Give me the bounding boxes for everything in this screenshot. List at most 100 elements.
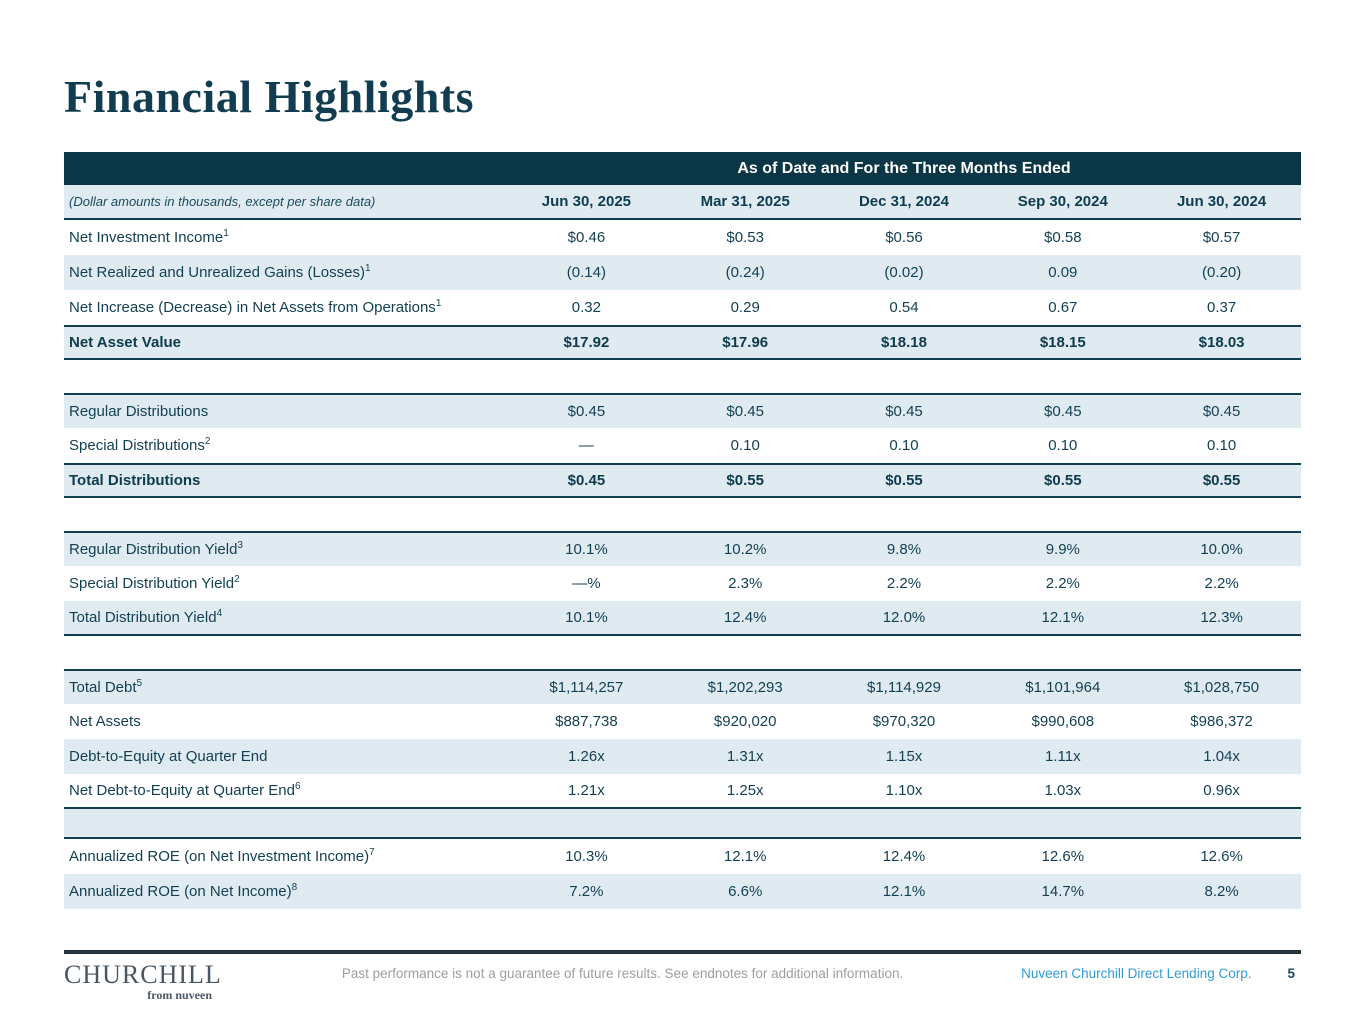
cell-value: 9.8%	[886, 541, 922, 558]
row-label: Total Distributions	[69, 472, 201, 489]
table-header-banner: As of Date and For the Three Months Ende…	[64, 152, 1301, 185]
table-section: Net Investment Income1 $0.46 $0.53 $0.56 $0.…	[64, 220, 1301, 360]
cell-value: 12.1%	[723, 848, 767, 865]
cell-value: $0.45	[885, 403, 923, 420]
cell-value: 2.2%	[1204, 575, 1239, 592]
cell-value: $0.45	[567, 403, 606, 420]
footnote-marker: 3	[237, 540, 243, 551]
table-row: Total Distribution Yield4 10.1% 12.4% 12.0%…	[64, 601, 1301, 636]
column-header: Sep 30, 2024	[1017, 193, 1108, 210]
row-label: Debt-to-Equity at Quarter End	[69, 748, 268, 765]
footer-divider	[64, 950, 1301, 954]
table-subheader-row: (Dollar amounts in thousands, except per…	[64, 185, 1301, 220]
table-row: Regular Distributions $0.45 $0.45 $0.45 $0.4…	[64, 393, 1301, 428]
cell-value: 0.10	[730, 437, 760, 454]
footer-disclaimer: Past performance is not a guarantee of f…	[341, 966, 904, 981]
table-section: Total Debt5 $1,114,257 $1,202,293 $1,114,92…	[64, 669, 1301, 909]
table-row: Net Debt-to-Equity at Quarter End6 1.21x 1…	[64, 774, 1301, 809]
cell-value: $1,202,293	[707, 679, 783, 696]
cell-value: 12.6%	[1200, 848, 1243, 865]
cell-value: 0.10	[889, 437, 919, 454]
cell-value: $0.58	[1044, 229, 1082, 246]
page-number: 5	[1287, 966, 1295, 981]
cell-value: 0.29	[730, 299, 760, 316]
cell-value: (0.24)	[725, 264, 765, 281]
row-label: Net Assets	[69, 713, 141, 730]
table-units-note: (Dollar amounts in thousands, except per…	[69, 194, 376, 209]
cell-value: 0.32	[571, 299, 601, 316]
row-label: Annualized ROE (on Net Income)8	[69, 882, 298, 901]
table-spacer-row	[64, 809, 1301, 839]
cell-value: 10.1%	[565, 609, 608, 626]
cell-value: $0.45	[726, 403, 764, 420]
cell-value: $0.45	[567, 472, 606, 489]
cell-value: $0.45	[1202, 403, 1241, 420]
footnote-marker: 2	[204, 436, 211, 447]
table-row: Debt-to-Equity at Quarter End 1.26x 1.31x 1…	[64, 739, 1301, 774]
cell-value: $887,738	[555, 713, 618, 730]
cell-value: 0.10	[1048, 437, 1078, 454]
cell-value: 12.3%	[1200, 609, 1243, 626]
page-title: Financial Highlights	[64, 71, 475, 122]
footnote-marker: 2	[234, 574, 240, 585]
cell-value: $18.18	[881, 334, 927, 351]
cell-value: 9.9%	[1045, 541, 1080, 558]
cell-value: $0.55	[1202, 472, 1241, 489]
cell-value: 1.10x	[885, 782, 923, 799]
cell-value: $17.92	[563, 334, 610, 351]
cell-value: $1,028,750	[1184, 679, 1260, 696]
logo-wordmark: CHURCHILL	[64, 960, 222, 989]
footnote-marker: 8	[291, 882, 298, 893]
table-row: Net Asset Value $17.92 $17.96 $18.18 $18.15 $…	[64, 325, 1301, 360]
footnote-marker: 7	[369, 847, 375, 858]
footer: CHURCHILL from nuveen Past performance i…	[64, 960, 1301, 1003]
cell-value: $990,608	[1031, 713, 1095, 730]
cell-value: 1.15x	[885, 748, 923, 765]
table-row: Net Investment Income1 $0.46 $0.53 $0.56 $0.…	[64, 220, 1301, 255]
row-label: Net Realized and Unrealized Gains (Losse…	[69, 263, 371, 282]
table-row: Net Realized and Unrealized Gains (Losse…	[64, 255, 1301, 290]
cell-value: $1,114,929	[867, 679, 941, 696]
table-row: Regular Distribution Yield3 10.1% 10.2% 9.8…	[64, 531, 1301, 566]
cell-value: $1,101,964	[1025, 679, 1101, 696]
cell-value: 1.11x	[1044, 748, 1081, 765]
cell-value: 1.21x	[568, 782, 605, 799]
cell-value: $0.55	[1044, 472, 1082, 489]
cell-value: $1,114,257	[549, 679, 624, 696]
cell-value: 12.1%	[882, 883, 926, 900]
row-label: Regular Distribution Yield3	[69, 540, 243, 559]
cell-value: 2.2%	[1045, 575, 1080, 592]
cell-value: $0.46	[567, 229, 606, 246]
footer-entity-name: Nuveen Churchill Direct Lending Corp.	[1021, 966, 1252, 981]
cell-value: 1.04x	[1203, 748, 1240, 765]
cell-value: 10.1%	[565, 541, 608, 558]
row-label: Special Distributions2	[69, 436, 211, 455]
table-row: Special Distribution Yield2 —% 2.3% 2.2% 2.2…	[64, 566, 1301, 601]
cell-value: 2.3%	[728, 575, 763, 592]
cell-value: (0.02)	[884, 264, 924, 281]
cell-value: 1.26x	[568, 748, 605, 765]
financial-highlights-table: As of Date and For the Three Months Ende…	[64, 152, 1301, 909]
cell-value: 10.3%	[565, 848, 608, 865]
footnote-marker: 6	[294, 781, 301, 792]
table-section: Regular Distributions $0.45 $0.45 $0.45 $0.4…	[64, 393, 1301, 498]
cell-value: $986,372	[1190, 713, 1253, 730]
footnote-marker: 1	[223, 228, 229, 239]
row-label: Total Distribution Yield4	[69, 608, 223, 627]
cell-value: 2.2%	[886, 575, 922, 592]
table-row: Annualized ROE (on Net Income)8 7.2% 6.6% 1…	[64, 874, 1301, 909]
table-row: Total Distributions $0.45 $0.55 $0.55 $0.55 $…	[64, 463, 1301, 498]
cell-value: $0.57	[1202, 229, 1241, 246]
footnote-marker: 5	[136, 678, 143, 689]
table-row: Annualized ROE (on Net Investment Income…	[64, 839, 1301, 874]
cell-value: —%	[572, 575, 601, 592]
row-label: Net Debt-to-Equity at Quarter End6	[69, 781, 301, 800]
cell-value: 0.37	[1206, 299, 1237, 316]
cell-value: 14.7%	[1041, 883, 1085, 900]
column-header: Mar 31, 2025	[700, 193, 790, 210]
cell-value: 1.31x	[726, 748, 764, 765]
cell-value: 12.1%	[1041, 609, 1085, 626]
cell-value: 12.4%	[882, 848, 926, 865]
table-row: Total Debt5 $1,114,257 $1,202,293 $1,114,92…	[64, 669, 1301, 704]
